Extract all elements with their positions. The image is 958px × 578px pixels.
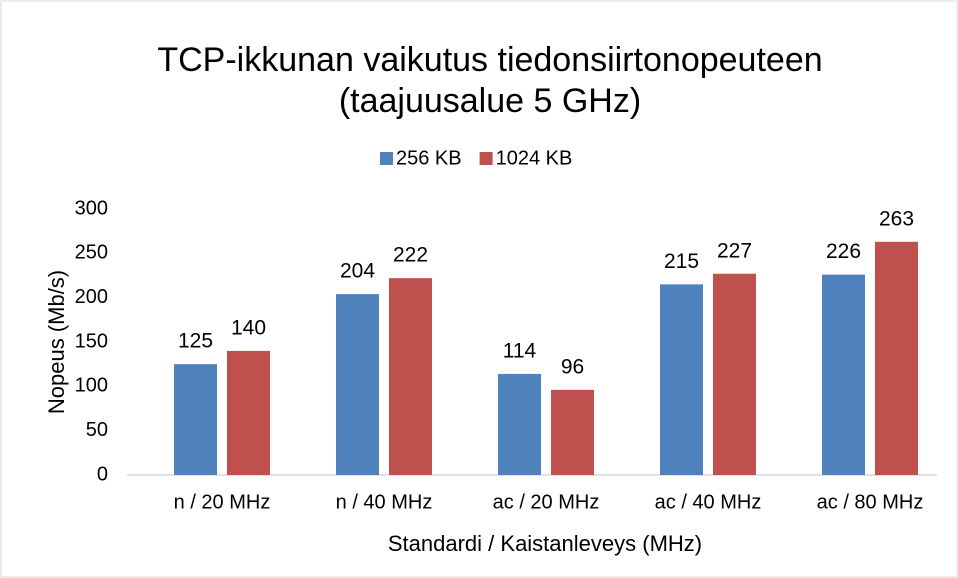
data-label: 226 <box>826 240 861 263</box>
bar <box>227 350 270 475</box>
data-label: 263 <box>879 207 914 230</box>
bar <box>822 274 865 475</box>
y-tick-label: 100 <box>75 375 108 397</box>
data-label: 204 <box>340 260 375 283</box>
data-label: 96 <box>561 355 584 378</box>
x-tick-label: n / 40 MHz <box>336 491 433 513</box>
bar <box>174 364 217 475</box>
y-tick-label: 50 <box>86 419 108 441</box>
y-axis-label: Nopeus (Mb/s) <box>44 270 69 414</box>
legend-label: 256 KB <box>396 147 462 169</box>
x-tick-label: ac / 20 MHz <box>493 491 600 513</box>
bar <box>336 294 379 475</box>
data-label: 125 <box>178 330 213 353</box>
data-label: 222 <box>393 244 428 267</box>
legend-swatch <box>380 152 393 165</box>
chart-title: (taajuusalue 5 GHz) <box>339 82 641 120</box>
y-tick-label: 200 <box>75 286 108 308</box>
data-label: 140 <box>231 316 266 339</box>
chart-title: TCP-ikkunan vaikutus tiedonsiirtonopeute… <box>157 41 822 79</box>
bar <box>713 273 756 475</box>
bar <box>498 373 541 475</box>
y-tick-label: 0 <box>97 463 108 485</box>
x-axis-label: Standardi / Kaistanleveys (MHz) <box>388 531 702 556</box>
bar <box>660 284 703 475</box>
y-tick-label: 250 <box>75 242 108 264</box>
x-tick-label: ac / 80 MHz <box>817 491 924 513</box>
data-label: 227 <box>717 239 752 262</box>
data-label: 215 <box>664 250 699 273</box>
y-tick-label: 150 <box>75 330 108 352</box>
x-tick-label: ac / 40 MHz <box>655 491 762 513</box>
bar <box>875 241 918 475</box>
y-tick-label: 300 <box>75 197 108 219</box>
bar <box>551 389 594 475</box>
legend-label: 1024 KB <box>496 147 573 169</box>
x-tick-label: n / 20 MHz <box>174 491 271 513</box>
bar <box>389 278 432 475</box>
legend-swatch <box>479 152 493 165</box>
data-label: 114 <box>503 339 537 362</box>
